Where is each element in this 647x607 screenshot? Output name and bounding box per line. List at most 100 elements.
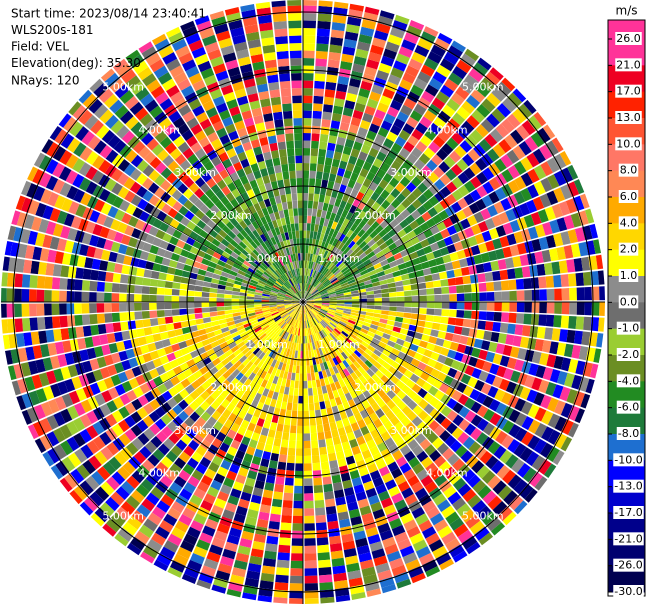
range-gate [382, 361, 392, 371]
range-gate [292, 515, 303, 524]
range-gate [304, 478, 313, 486]
range-gate [490, 331, 500, 343]
range-gate [409, 20, 425, 31]
range-gate [329, 44, 342, 54]
range-gate [292, 303, 300, 307]
range-gate [346, 374, 355, 384]
range-gate [252, 229, 260, 239]
range-gate [379, 242, 388, 251]
range-gate [411, 147, 423, 159]
range-gate [123, 163, 136, 177]
range-gate [269, 296, 277, 300]
range-gate [498, 139, 512, 153]
range-gate [454, 351, 464, 362]
range-gate [280, 287, 288, 293]
range-gate [342, 312, 351, 317]
range-gate [585, 378, 595, 394]
range-gate [310, 287, 316, 294]
range-gate [284, 303, 292, 305]
range-gate [261, 295, 270, 299]
range-gate [227, 581, 243, 593]
range-gate [383, 113, 396, 125]
range-gate [446, 269, 455, 279]
range-gate [359, 442, 369, 453]
range-gate [539, 302, 547, 314]
range-gate [241, 403, 251, 413]
range-gate [409, 164, 421, 176]
range-gate [273, 283, 281, 289]
range-gate [226, 534, 240, 545]
range-gate [516, 217, 528, 230]
range-gate [12, 226, 24, 242]
range-gate [353, 360, 361, 369]
range-gate [167, 507, 181, 520]
range-gate [371, 116, 383, 127]
range-gate [227, 365, 237, 374]
range-gate [291, 302, 300, 305]
range-gate [336, 303, 345, 307]
range-gate [230, 377, 240, 387]
range-gate [383, 48, 398, 60]
range-gate [420, 64, 435, 77]
range-gate [293, 276, 298, 285]
range-gate [253, 238, 261, 247]
range-gate [225, 123, 237, 134]
range-gate [231, 294, 240, 299]
range-gate [123, 177, 136, 190]
range-gate [263, 326, 271, 333]
range-gate [342, 286, 351, 292]
range-gate [255, 287, 264, 292]
range-gate [274, 360, 281, 369]
range-gate [119, 293, 127, 302]
range-gate [255, 328, 264, 336]
range-gate [303, 215, 308, 224]
range-gate [386, 131, 398, 143]
range-gate [393, 321, 403, 328]
range-gate [211, 437, 223, 449]
range-gate [149, 399, 161, 411]
range-gate [385, 193, 396, 204]
range-gate [446, 98, 461, 112]
range-gate [95, 124, 110, 140]
range-gate [334, 314, 342, 319]
range-gate [369, 230, 379, 239]
range-gate [303, 290, 306, 299]
range-gate [596, 332, 604, 348]
range-gate [345, 357, 353, 366]
range-gate [532, 196, 545, 211]
range-gate [303, 305, 305, 314]
range-gate [536, 326, 546, 339]
range-gate [318, 567, 332, 576]
range-gate [301, 305, 303, 314]
header: Start time: 2023/08/14 23:40:41WLS200s-1… [11, 7, 206, 88]
range-gate [389, 177, 400, 188]
range-gate [524, 375, 536, 389]
range-gate [395, 53, 410, 65]
range-gate [304, 575, 318, 584]
range-gate [195, 463, 208, 475]
range-gate [164, 316, 174, 324]
range-gate [236, 273, 245, 280]
range-gate [360, 328, 369, 335]
range-gate [563, 245, 574, 259]
range-gate [238, 498, 250, 509]
range-gate [287, 308, 295, 314]
range-gate [251, 220, 260, 230]
range-gate [328, 294, 337, 298]
range-gate [488, 399, 501, 412]
range-gate [373, 262, 382, 270]
range-gate [166, 409, 178, 421]
range-gate [453, 326, 463, 335]
range-gate [54, 341, 65, 355]
range-gate [187, 252, 197, 261]
range-gate [470, 319, 479, 329]
range-gate [204, 468, 217, 480]
range-gate [35, 388, 48, 403]
range-gate [315, 216, 321, 225]
range-gate [286, 307, 294, 313]
range-gate [291, 545, 303, 554]
range-gate [599, 286, 605, 301]
range-gate [291, 299, 300, 302]
range-gate [181, 573, 197, 584]
range-gate [297, 193, 303, 201]
